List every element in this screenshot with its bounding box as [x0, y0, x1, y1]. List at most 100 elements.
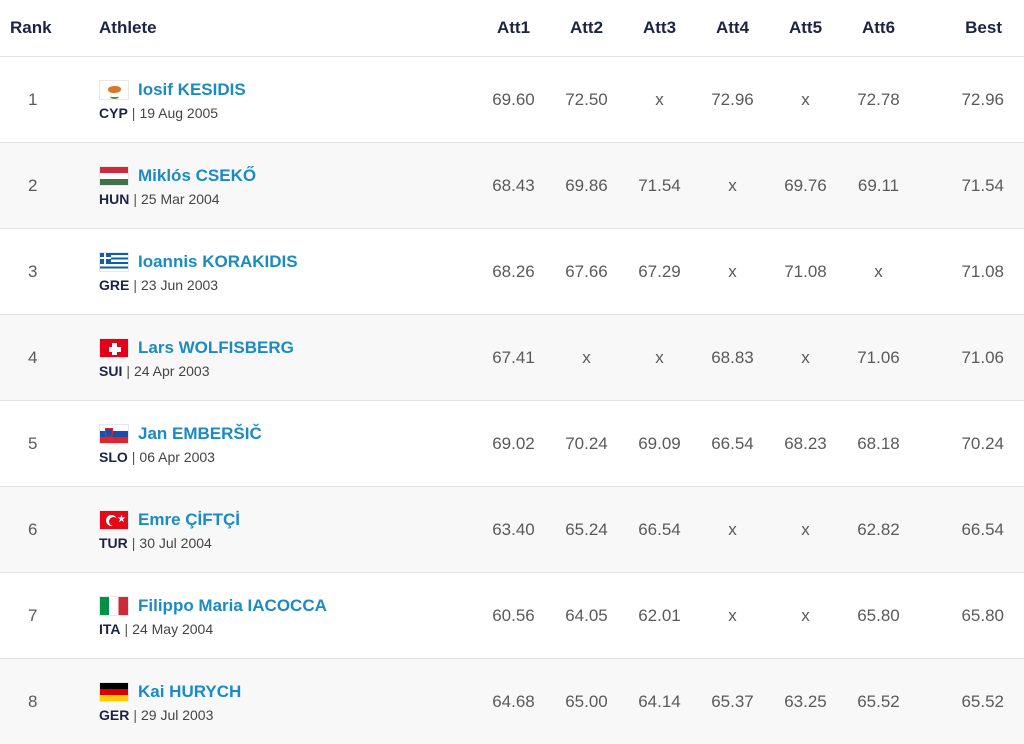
attempt-4: 72.96: [696, 57, 769, 143]
birth-date: 19 Aug 2005: [139, 105, 218, 121]
rank-cell: 8: [0, 659, 99, 744]
best-mark: 66.54: [915, 487, 1024, 573]
rank-cell: 5: [0, 401, 99, 487]
header-att5: Att5: [769, 0, 842, 57]
country-code: ITA: [99, 621, 121, 637]
italy-flag-icon: [99, 596, 129, 616]
birth-date: 06 Apr 2003: [139, 449, 215, 465]
country-code: SLO: [99, 449, 128, 465]
attempt-4: x: [696, 229, 769, 315]
header-row: Rank Athlete Att1 Att2 Att3 Att4 Att5 At…: [0, 0, 1024, 57]
attempt-5: x: [769, 57, 842, 143]
country-code: HUN: [99, 191, 129, 207]
attempt-5: 71.08: [769, 229, 842, 315]
athlete-name-link[interactable]: Jan EMBERŠIČ: [138, 424, 262, 444]
attempt-1: 64.68: [477, 659, 550, 744]
turkey-flag-icon: ★: [99, 510, 129, 530]
birth-date: 24 May 2004: [132, 621, 213, 637]
attempt-3: x: [623, 315, 696, 401]
best-mark: 71.54: [915, 143, 1024, 229]
attempt-6: 72.78: [842, 57, 915, 143]
attempt-2: x: [550, 315, 623, 401]
attempt-6: 65.80: [842, 573, 915, 659]
athlete-name-link[interactable]: Filippo Maria IACOCCA: [138, 596, 327, 616]
attempt-2: 67.66: [550, 229, 623, 315]
attempt-3: 66.54: [623, 487, 696, 573]
rank-cell: 7: [0, 573, 99, 659]
attempt-3: x: [623, 57, 696, 143]
attempt-1: 67.41: [477, 315, 550, 401]
best-mark: 70.24: [915, 401, 1024, 487]
athlete-name-link[interactable]: Iosif KESIDIS: [138, 80, 246, 100]
birth-date: 25 Mar 2004: [141, 191, 220, 207]
athlete-name-link[interactable]: Kai HURYCH: [138, 682, 241, 702]
attempt-5: 69.76: [769, 143, 842, 229]
table-row: 1 Iosif KESIDIS CYP|19 Aug 2005 69.60 72…: [0, 57, 1024, 143]
country-code: GRE: [99, 277, 129, 293]
best-mark: 71.08: [915, 229, 1024, 315]
slovenia-flag-icon: [99, 424, 129, 444]
attempt-4: 66.54: [696, 401, 769, 487]
attempt-2: 70.24: [550, 401, 623, 487]
switzerland-flag-icon: [99, 338, 129, 358]
header-rank: Rank: [0, 0, 99, 57]
attempt-6: x: [842, 229, 915, 315]
attempt-1: 68.43: [477, 143, 550, 229]
athlete-name-link[interactable]: Lars WOLFISBERG: [138, 338, 294, 358]
separator: |: [133, 707, 137, 723]
rank-cell: 6: [0, 487, 99, 573]
attempt-2: 72.50: [550, 57, 623, 143]
separator: |: [132, 535, 136, 551]
hungary-flag-icon: [99, 166, 129, 186]
athlete-name-link[interactable]: Miklós CSEKŐ: [138, 166, 256, 186]
attempt-6: 71.06: [842, 315, 915, 401]
header-att2: Att2: [550, 0, 623, 57]
table-row: 3 Ioannis KORAKIDIS GRE|23 Jun 2003 68.2…: [0, 229, 1024, 315]
attempt-5: x: [769, 315, 842, 401]
attempt-3: 69.09: [623, 401, 696, 487]
best-mark: 72.96: [915, 57, 1024, 143]
header-att6: Att6: [842, 0, 915, 57]
attempt-4: x: [696, 143, 769, 229]
athlete-name-link[interactable]: Ioannis KORAKIDIS: [138, 252, 298, 272]
header-att4: Att4: [696, 0, 769, 57]
best-mark: 65.80: [915, 573, 1024, 659]
separator: |: [125, 621, 129, 637]
attempt-3: 71.54: [623, 143, 696, 229]
table-row: 8 Kai HURYCH GER|29 Jul 2003 64.68 65.00…: [0, 659, 1024, 744]
athlete-cell: Lars WOLFISBERG SUI|24 Apr 2003: [99, 315, 477, 401]
country-code: TUR: [99, 535, 128, 551]
attempt-3: 62.01: [623, 573, 696, 659]
attempt-4: x: [696, 573, 769, 659]
best-mark: 71.06: [915, 315, 1024, 401]
attempt-6: 62.82: [842, 487, 915, 573]
attempt-6: 69.11: [842, 143, 915, 229]
attempt-1: 63.40: [477, 487, 550, 573]
attempt-3: 64.14: [623, 659, 696, 744]
athlete-cell: Iosif KESIDIS CYP|19 Aug 2005: [99, 57, 477, 143]
athlete-cell: Kai HURYCH GER|29 Jul 2003: [99, 659, 477, 744]
attempt-1: 60.56: [477, 573, 550, 659]
country-code: CYP: [99, 105, 128, 121]
athlete-cell: Ioannis KORAKIDIS GRE|23 Jun 2003: [99, 229, 477, 315]
header-att1: Att1: [477, 0, 550, 57]
birth-date: 29 Jul 2003: [141, 707, 213, 723]
attempt-4: 65.37: [696, 659, 769, 744]
rank-cell: 1: [0, 57, 99, 143]
separator: |: [132, 105, 136, 121]
athlete-cell: ★ Emre ÇİFTÇİ TUR|30 Jul 2004: [99, 487, 477, 573]
athlete-cell: Filippo Maria IACOCCA ITA|24 May 2004: [99, 573, 477, 659]
attempt-4: 68.83: [696, 315, 769, 401]
birth-date: 30 Jul 2004: [139, 535, 211, 551]
table-row: 6 ★ Emre ÇİFTÇİ TUR|30 Jul 2004 63.40 65…: [0, 487, 1024, 573]
birth-date: 23 Jun 2003: [141, 277, 218, 293]
athlete-name-link[interactable]: Emre ÇİFTÇİ: [138, 510, 240, 530]
header-best: Best: [915, 0, 1024, 57]
table-row: 7 Filippo Maria IACOCCA ITA|24 May 2004 …: [0, 573, 1024, 659]
best-mark: 65.52: [915, 659, 1024, 744]
attempt-5: x: [769, 573, 842, 659]
separator: |: [133, 191, 137, 207]
attempt-2: 65.00: [550, 659, 623, 744]
country-code: SUI: [99, 363, 122, 379]
